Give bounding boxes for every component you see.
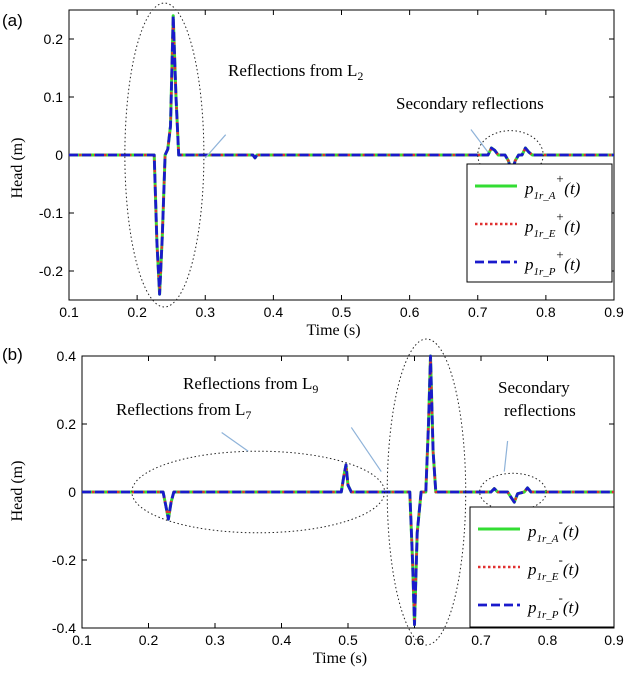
y-tick-label: -0.1 <box>39 205 63 221</box>
x-tick-label: 0.2 <box>127 304 147 320</box>
annotation-text-sub: 7 <box>245 408 251 422</box>
x-tick-label: 0.9 <box>604 632 624 648</box>
chart-panel-a: 0.1 0.2 0.3 0.4 0.5 0.6 0.7 0.8 0.9 -0.2 -0.1 0 0.1 0… <box>2 2 624 339</box>
x-tick-label: 0.4 <box>272 632 292 648</box>
annotation-text-sub: 2 <box>357 69 363 83</box>
highlight-ellipse <box>131 450 386 534</box>
legend-entry: p1r_A+(t) <box>524 171 581 202</box>
legend-entry-sup: + <box>556 209 565 224</box>
legend-entry-sub: 1r_P <box>537 609 559 621</box>
y-axis-label: Head (m) <box>9 461 26 522</box>
annotation-text-main: reflections <box>504 401 576 420</box>
legend-entry-arg: (t) <box>563 598 579 617</box>
series-line-e <box>82 354 614 626</box>
x-axis-label: Time (s) <box>306 322 360 339</box>
x-tick-label: 0.7 <box>468 304 488 320</box>
x-tick-label: 0.1 <box>59 304 79 320</box>
legend-entry-sub: 1r_P <box>534 266 556 278</box>
panel-label: (a) <box>2 11 23 30</box>
legend-entry-sub: 1r_E <box>534 228 556 240</box>
x-tick-label: 0.8 <box>536 304 556 320</box>
annotation-text: Reflections from L7 <box>116 400 251 422</box>
legend-entry-arg: (t) <box>563 560 579 579</box>
annotation-leader-line <box>204 134 227 159</box>
x-tick-label: 0.7 <box>471 632 491 648</box>
x-tick-label: 0.6 <box>400 304 420 320</box>
annotation-text: Reflections from L9 <box>183 374 318 396</box>
y-tick-label: 0 <box>68 484 76 500</box>
legend-entry: p1r_P+(t) <box>524 247 581 278</box>
legend-entry-base: p <box>524 255 534 274</box>
x-tick-label: 0.5 <box>332 304 352 320</box>
y-tick-label: -0.2 <box>39 263 63 279</box>
legend-entry: p1r_E+(t) <box>524 209 581 240</box>
y-tick-label: -0.2 <box>52 552 76 568</box>
legend-entry-arg: (t) <box>564 217 580 236</box>
annotation-text: Secondary reflections <box>396 94 544 113</box>
annotation-leader-line <box>503 440 509 472</box>
y-tick-label: 0.2 <box>57 416 77 432</box>
x-tick-label: 0.8 <box>538 632 558 648</box>
y-tick-label: 0.2 <box>44 31 64 47</box>
legend-entry-arg: (t) <box>563 522 579 541</box>
y-tick-label: 0 <box>55 147 63 163</box>
legend-entry-sup: + <box>556 171 565 186</box>
legend-entry-sub: 1r_E <box>537 571 559 583</box>
x-tick-label: 0.6 <box>405 632 425 648</box>
x-tick-label: 0.1 <box>72 632 92 648</box>
legend-entry-sup: - <box>559 514 563 529</box>
legend-entry: p1r_E-(t) <box>527 552 579 583</box>
x-tick-label: 0.2 <box>139 632 159 648</box>
legend-entry-arg: (t) <box>564 179 580 198</box>
legend-box <box>466 163 613 283</box>
legend-entry-sub: 1r_A <box>537 533 559 545</box>
x-axis-label: Time (s) <box>313 650 367 667</box>
y-tick-label: 0.1 <box>44 89 64 105</box>
legend-entry-base: p <box>527 560 537 579</box>
legend-entry-sup: - <box>559 590 563 605</box>
annotation-text-main: Secondary reflections <box>396 94 544 113</box>
annotation-text-main: Reflections from L <box>228 61 357 80</box>
chart-panel-b: 0.1 0.2 0.3 0.4 0.5 0.6 0.7 0.8 0.9 -0.4 -0.2 0 0.2 0… <box>2 338 624 667</box>
x-tick-label: 0.4 <box>264 304 284 320</box>
x-tick-label: 0.5 <box>338 632 358 648</box>
y-tick-label: -0.4 <box>52 620 76 636</box>
y-tick-label: 0.4 <box>57 348 77 364</box>
y-axis-label: Head (m) <box>9 138 26 199</box>
legend-entry-base: p <box>524 179 534 198</box>
legend-entry-sub: 1r_A <box>534 190 556 202</box>
x-tick-label: 0.9 <box>604 304 624 320</box>
legend-entry: p1r_A-(t) <box>527 514 579 545</box>
annotation-leader-line <box>350 427 382 472</box>
legend-entry-base: p <box>524 217 534 236</box>
legend-entry-sup: + <box>556 247 565 262</box>
series-line-p <box>82 354 614 626</box>
annotation-text: Secondary <box>498 378 570 397</box>
highlight-ellipse <box>386 338 467 646</box>
annotation-text-main: Reflections from L <box>183 374 312 393</box>
annotation-leader-line <box>470 129 489 153</box>
legend-entry: p1r_P-(t) <box>527 590 579 621</box>
annotation-text-main: Reflections from L <box>116 400 245 419</box>
legend-entry-arg: (t) <box>564 255 580 274</box>
legend-entry-base: p <box>527 522 537 541</box>
annotation-text-main: Secondary <box>498 378 570 397</box>
legend-entry-sup: - <box>559 552 563 567</box>
annotation-text-sub: 9 <box>312 382 318 396</box>
x-tick-label: 0.3 <box>196 304 216 320</box>
series-line-p <box>69 14 614 296</box>
panel-label: (b) <box>2 345 23 364</box>
annotation-leader-line <box>221 432 249 452</box>
x-tick-label: 0.3 <box>205 632 225 648</box>
annotation-text: reflections <box>504 401 576 420</box>
annotation-text: Reflections from L2 <box>228 61 363 83</box>
legend-entry-base: p <box>527 598 537 617</box>
